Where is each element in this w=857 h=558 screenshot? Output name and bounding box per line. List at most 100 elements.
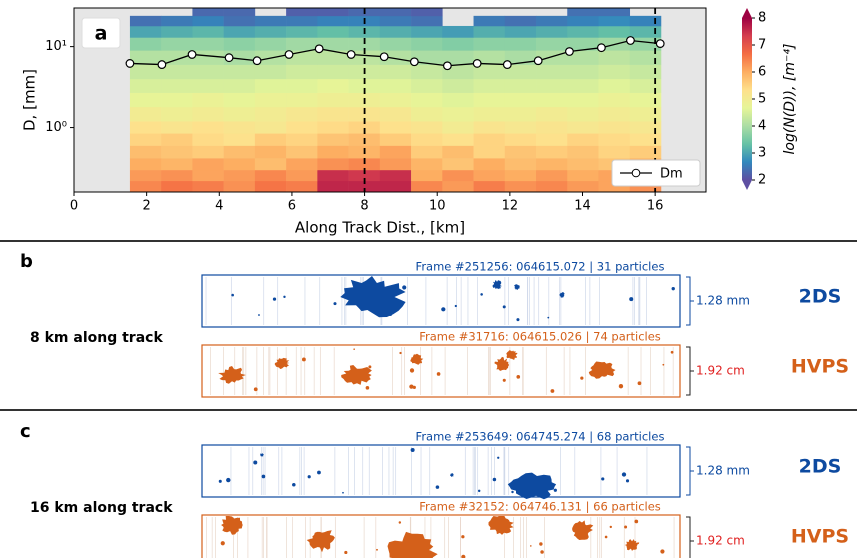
heat-cell [255,26,287,38]
particle [540,550,544,554]
heat-cell [442,107,474,122]
particle [231,294,234,297]
heat-cell [224,93,256,108]
heat-cell [411,65,443,80]
colorbar-tick-label: 5 [758,92,766,107]
heat-cell [474,181,506,192]
particle [219,480,222,483]
heat-cell [630,16,662,26]
particle [436,485,440,489]
colorbar-extend-bottom [742,180,752,190]
heat-cell [567,133,599,146]
heat-cell [317,8,349,16]
heat-cell [567,107,599,122]
heat-cell [630,107,662,122]
series-marker [504,61,512,69]
heat-cell [317,93,349,108]
heat-cell [130,181,162,192]
heat-cell [130,158,162,170]
particle [622,472,626,476]
scale-label: 1.92 cm [696,364,745,378]
particle [629,297,633,301]
heat-cell [130,37,162,50]
heat-cell [630,79,662,93]
heat-cell [630,121,662,133]
scale-label: 1.28 mm [696,464,750,478]
panel-caption: 16 km along track [30,500,173,516]
particle [262,475,266,479]
heat-cell [192,107,224,122]
heat-cell [192,170,224,181]
heat-cell [130,16,162,26]
x-tick-label: 6 [288,199,296,214]
heat-cell [380,37,412,50]
particle [516,375,520,379]
heat-cell [567,65,599,80]
panel-label: a [95,23,108,45]
heat-cell [567,158,599,170]
particle [258,314,260,316]
particle [253,461,257,465]
particle [411,448,415,452]
heat-cell [411,107,443,122]
heat-cell [474,170,506,181]
heat-cell [161,16,193,26]
heat-cell [317,79,349,93]
heat-cell [317,170,349,181]
heat-cell [598,146,630,159]
particle [441,307,445,311]
heat-cell [286,37,318,50]
heat-cell [505,107,537,122]
series-marker [225,54,233,62]
heat-cell [442,37,474,50]
heat-cell [411,26,443,38]
heat-cell [380,181,412,192]
heat-cell [505,181,537,192]
heat-cell [286,133,318,146]
heat-cell [317,121,349,133]
heat-cell [317,158,349,170]
y-tick-label: 10¹ [45,39,67,54]
particle [353,348,355,350]
heat-cell [161,158,193,170]
series-marker [347,51,355,59]
x-tick-label: 14 [574,199,591,214]
particle [273,297,276,300]
panel-caption: 8 km along track [30,330,163,346]
heat-cell [317,16,349,26]
series-marker [656,40,664,48]
heat-cell [598,93,630,108]
particle [580,377,583,380]
heat-cell [224,133,256,146]
heat-cell [442,146,474,159]
particle [221,541,225,545]
heat-cell [505,93,537,108]
heat-cell [255,93,287,108]
heat-cell [224,146,256,159]
heat-cell [161,133,193,146]
heat-cell [192,181,224,192]
heat-cell [442,121,474,133]
heat-cell [505,170,537,181]
heat-cell [130,170,162,181]
heat-cell [630,146,662,159]
heat-cell [192,50,224,65]
heat-cell [224,170,256,181]
heat-cell [255,107,287,122]
heat-cell [130,121,162,133]
heat-cell [411,181,443,192]
colorbar-tick-label: 7 [758,38,766,53]
heat-cell [536,121,568,133]
particle [410,368,414,372]
heat-cell [505,133,537,146]
heat-cell [567,8,599,16]
heat-cell [536,158,568,170]
heat-cell [224,8,256,16]
heat-cell [442,93,474,108]
particle [511,491,513,493]
particle [366,386,370,390]
y-axis-label: D, [mm] [21,69,39,131]
particle [671,351,674,354]
series-marker [188,51,196,59]
probe-label: 2DS [799,286,842,308]
